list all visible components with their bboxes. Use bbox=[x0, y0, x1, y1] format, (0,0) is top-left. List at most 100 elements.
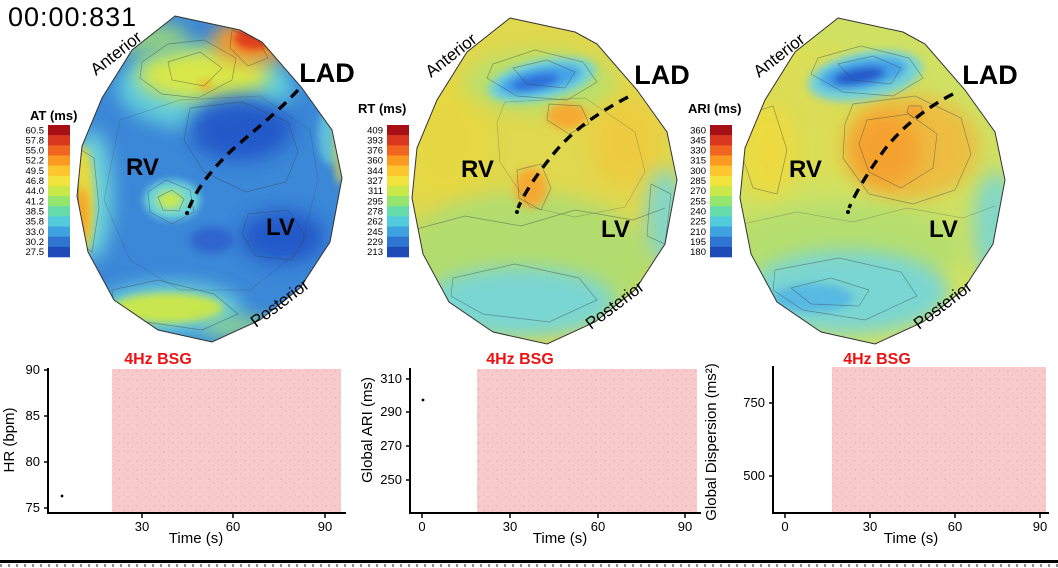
rt-contour-lines bbox=[412, 49, 672, 323]
x-tick-label: 60 bbox=[948, 519, 962, 534]
y-tick-label: 310 bbox=[380, 371, 402, 386]
x-tick-label: 60 bbox=[591, 519, 605, 534]
colorbar-title-at: AT (ms) bbox=[30, 108, 77, 123]
colorbar-segment bbox=[48, 175, 70, 187]
colorbar-segment bbox=[387, 125, 409, 136]
y-axis-ticks: 750 500 bbox=[743, 395, 773, 483]
lad-label: LAD bbox=[634, 60, 690, 90]
timeline-frame-ticks bbox=[0, 564, 1058, 567]
colorbar-segment bbox=[48, 236, 70, 248]
x-axis-ticks: 0 30 60 90 bbox=[781, 513, 1047, 534]
y-tick-label: 250 bbox=[380, 472, 402, 487]
colorbar-segment bbox=[710, 196, 732, 207]
colorbar-segment bbox=[387, 206, 409, 217]
colorbar-segment bbox=[387, 236, 409, 248]
lad-line-end-dot bbox=[185, 211, 189, 215]
colorbar-segment bbox=[387, 155, 409, 166]
colorbar-tick-label: 60.5 bbox=[26, 125, 45, 136]
y-tick-label: 500 bbox=[743, 468, 765, 483]
colorbar-segment bbox=[387, 226, 409, 237]
y-tick-label: 85 bbox=[26, 408, 40, 423]
x-tick-label: 90 bbox=[678, 519, 692, 534]
colorbar-tick-label: 180 bbox=[690, 247, 706, 258]
colorbar-segment bbox=[387, 145, 409, 156]
colorbar-tick-label: 38.5 bbox=[26, 207, 45, 218]
y-axis-ticks: 90 85 80 75 bbox=[26, 362, 48, 515]
at-map-panel: AT (ms) 60.557.855.052.249.546.844.041.2… bbox=[26, 15, 355, 343]
colorbar-tick-label: 295 bbox=[367, 196, 383, 207]
colorbar-segment bbox=[710, 175, 732, 187]
rt-map-figure: RV LV LAD Anterior Posterior bbox=[411, 17, 690, 345]
lv-label: LV bbox=[929, 216, 958, 243]
lad-artery-line bbox=[187, 88, 300, 209]
colorbar-segment bbox=[48, 185, 70, 197]
colorbar-segment bbox=[710, 216, 732, 227]
lad-label: LAD bbox=[962, 60, 1018, 90]
colorbar-segment bbox=[710, 226, 732, 237]
colorbar-tick-label: 270 bbox=[690, 186, 706, 197]
x-tick-label: 90 bbox=[1033, 519, 1047, 534]
colorbar-segment bbox=[48, 206, 70, 217]
colorbar-tick-label: 52.2 bbox=[26, 156, 45, 167]
lad-line-end-dot bbox=[515, 210, 519, 214]
rv-label: RV bbox=[126, 154, 159, 181]
colorbar-tick-label: 195 bbox=[690, 237, 706, 248]
colorbar-title-ari: ARI (ms) bbox=[688, 101, 741, 116]
colorbar-tick-label: 285 bbox=[690, 176, 706, 187]
bsg-shaded-region bbox=[832, 367, 1046, 513]
x-tick-label: 90 bbox=[318, 519, 332, 534]
x-tick-label: 0 bbox=[418, 519, 425, 534]
colorbar-tick-label: 35.8 bbox=[26, 217, 45, 228]
x-tick-label: 30 bbox=[503, 519, 517, 534]
colorbar-tick-label: 327 bbox=[367, 176, 383, 187]
y-tick-label: 290 bbox=[380, 404, 402, 419]
y-tick-label: 90 bbox=[26, 362, 40, 377]
colorbar-tick-label: 213 bbox=[367, 247, 383, 258]
y-axis-label: Global Dispersion (ms²) bbox=[703, 363, 720, 521]
x-axis-ticks: 30 60 90 bbox=[135, 513, 332, 534]
colorbar-tick-label: 344 bbox=[367, 166, 383, 177]
colorbar-tick-label: 409 bbox=[367, 125, 383, 136]
colorbar-tick-label: 278 bbox=[367, 207, 383, 218]
lad-label: LAD bbox=[299, 58, 355, 88]
colorbar-segment bbox=[387, 135, 409, 146]
plot-axes bbox=[772, 366, 1049, 514]
colorbar-tick-label: 225 bbox=[690, 217, 706, 228]
colorbar-segment bbox=[710, 125, 732, 136]
ari-map-panel: ARI (ms) 3603453303153002852702552402252… bbox=[688, 17, 1018, 345]
y-axis-label: HR (bpm) bbox=[1, 407, 18, 472]
bsg-shaded-region bbox=[112, 369, 341, 513]
colorbar-segment bbox=[48, 226, 70, 237]
y-tick-label: 75 bbox=[26, 500, 40, 515]
lv-label: LV bbox=[601, 216, 630, 243]
colorbar-tick-label: 393 bbox=[367, 135, 383, 146]
ari-map-figure: RV LV LAD Anterior Posterior bbox=[739, 17, 1018, 345]
colorbar-tick-label: 376 bbox=[367, 146, 383, 157]
bsg-title: 4Hz BSG bbox=[843, 351, 911, 368]
x-tick-label: 60 bbox=[226, 519, 240, 534]
timeline-progress-bar[interactable] bbox=[0, 560, 1058, 563]
bsg-shaded-region bbox=[477, 369, 697, 513]
y-axis-label: Global ARI (ms) bbox=[360, 377, 376, 483]
global-ari-plot: 4Hz BSG 310 290 270 250 0 30 60 90 Globa… bbox=[360, 351, 701, 547]
lad-artery-line bbox=[847, 92, 954, 209]
colorbar-segment bbox=[710, 246, 732, 258]
at-colorbar: 60.557.855.052.249.546.844.041.238.535.8… bbox=[26, 125, 70, 258]
colorbar-tick-label: 41.2 bbox=[26, 196, 45, 207]
colorbar-segment bbox=[387, 196, 409, 207]
colorbar-segment bbox=[387, 216, 409, 227]
bsg-title: 4Hz BSG bbox=[486, 351, 554, 368]
colorbar-segment bbox=[48, 155, 70, 166]
x-axis-label: Time (s) bbox=[884, 530, 938, 547]
colorbar-segment bbox=[48, 165, 70, 177]
colorbar-segment bbox=[48, 135, 70, 146]
rv-label: RV bbox=[461, 156, 494, 183]
colorbar-segment bbox=[710, 155, 732, 166]
bsg-title: 4Hz BSG bbox=[124, 351, 192, 368]
colorbar-tick-label: 300 bbox=[690, 166, 706, 177]
colorbar-tick-label: 210 bbox=[690, 227, 706, 238]
colorbar-segment bbox=[710, 165, 732, 177]
colorbar-tick-label: 240 bbox=[690, 207, 706, 218]
